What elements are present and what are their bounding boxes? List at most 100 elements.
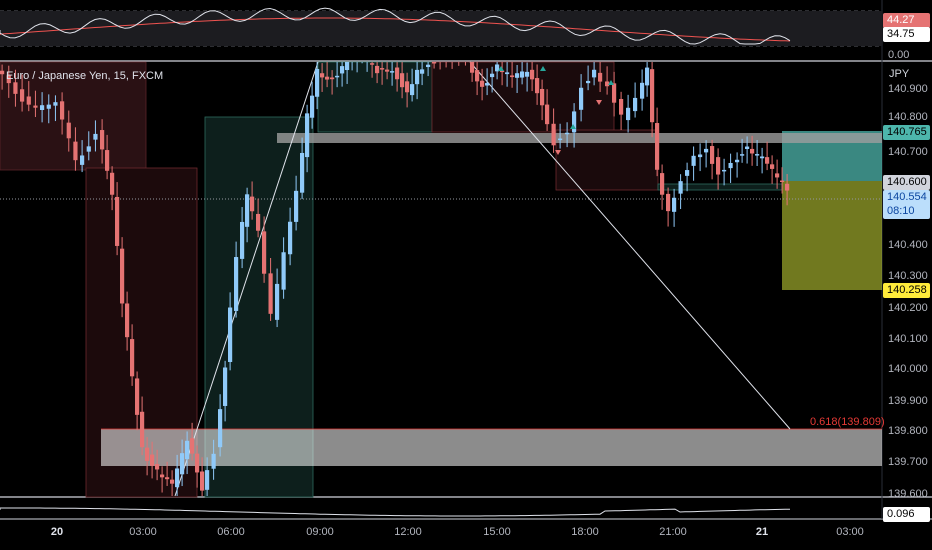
price-tick: 140.400: [888, 239, 928, 251]
candle-body: [218, 409, 223, 448]
indicator-high-tag: 44.27: [883, 13, 930, 28]
price-tick: 140.800: [888, 111, 928, 123]
signal-arrow-down: [596, 100, 602, 105]
candle-body: [223, 367, 228, 406]
candle-body: [515, 73, 520, 78]
candle-body: [110, 172, 115, 195]
signal-arrow-up: [540, 66, 546, 71]
candle-body: [505, 72, 510, 75]
candle-body: [415, 69, 420, 85]
candle-body: [480, 80, 485, 87]
candle-body: [716, 157, 721, 175]
candle-body: [335, 75, 340, 78]
candle-body: [195, 453, 200, 473]
candle-body: [410, 84, 415, 96]
candle-body: [250, 196, 255, 212]
candle-body: [655, 123, 660, 170]
candle-body: [310, 95, 315, 118]
candle-body: [633, 97, 638, 112]
candle-body: [26, 96, 31, 105]
candle-body: [426, 64, 431, 68]
time-tick: 15:00: [483, 526, 511, 538]
signal-arrow-up: [498, 66, 504, 71]
candle-body: [262, 231, 267, 274]
candle-body: [525, 71, 530, 77]
candle-body: [330, 77, 335, 80]
candle-body: [586, 80, 591, 84]
time-tick: 20: [50, 526, 64, 538]
candle-body: [770, 164, 775, 169]
candle-body: [785, 183, 790, 191]
price-tick: 140.100: [888, 333, 928, 345]
candle-body: [370, 63, 375, 65]
candle-body: [605, 81, 610, 87]
candle-body: [698, 154, 703, 158]
candle-body: [160, 474, 165, 478]
candle-body: [20, 89, 25, 102]
candle-body: [395, 67, 400, 80]
candle-body: [380, 68, 385, 70]
time-tick: 18:00: [571, 526, 599, 538]
candle-body: [100, 130, 105, 150]
candle-body: [165, 477, 170, 480]
candle-body: [612, 83, 617, 103]
candle-body: [704, 148, 709, 153]
trend-line: [174, 61, 319, 497]
session-box: [0, 61, 147, 171]
candle-body: [760, 156, 765, 159]
candle-body: [150, 454, 155, 466]
candle-body: [691, 155, 696, 166]
candle-body: [305, 113, 310, 158]
candle-body: [485, 83, 490, 86]
candle-body: [735, 159, 740, 163]
candle-body: [315, 68, 320, 97]
candle-body: [545, 104, 550, 125]
candle-body: [475, 70, 480, 82]
candle-body: [345, 62, 350, 71]
candle-body: [33, 105, 38, 108]
candle-body: [325, 76, 330, 80]
candle-body: [775, 173, 780, 178]
candle-body: [592, 69, 597, 78]
candle-body: [40, 105, 45, 110]
signal-arrow-down: [555, 150, 561, 155]
candle-body: [155, 464, 160, 470]
candle-body: [728, 162, 733, 169]
candle-body: [540, 88, 545, 106]
candle-body: [765, 157, 770, 164]
candle-body: [650, 69, 655, 123]
signal-arrow-up: [570, 124, 576, 129]
candle-body: [125, 303, 130, 338]
price-tick: 140.700: [888, 146, 928, 158]
price-tick: 139.900: [888, 395, 928, 407]
candle-body: [288, 221, 293, 255]
stop-price-tag: 140.258: [883, 283, 930, 298]
price-tick: 140.000: [888, 363, 928, 375]
signal-arrow-up: [608, 80, 614, 85]
candle-body: [190, 438, 195, 454]
candle-body: [400, 73, 405, 88]
time-tick: 03:00: [129, 526, 157, 538]
candle-body: [175, 468, 180, 488]
price-tick: 140.900: [888, 83, 928, 95]
candle-body: [205, 470, 210, 490]
candle-body: [115, 196, 120, 246]
candle-body: [678, 181, 683, 194]
candle-body: [551, 123, 556, 146]
candle-body: [405, 81, 410, 93]
price-tick: 139.600: [888, 488, 928, 500]
price-tick: 140.200: [888, 302, 928, 314]
indicator-signal-line: [0, 17, 791, 42]
price-tick: 140.300: [888, 270, 928, 282]
candle-body: [130, 339, 135, 377]
candle-body: [66, 122, 71, 139]
price-tick: 139.800: [888, 425, 928, 437]
candle-body: [140, 411, 145, 448]
session-box: [657, 183, 783, 191]
candle-body: [86, 146, 91, 152]
time-tick: 09:00: [306, 526, 334, 538]
candle-body: [60, 101, 65, 120]
candle-body: [510, 75, 515, 78]
candle-body: [745, 146, 750, 150]
